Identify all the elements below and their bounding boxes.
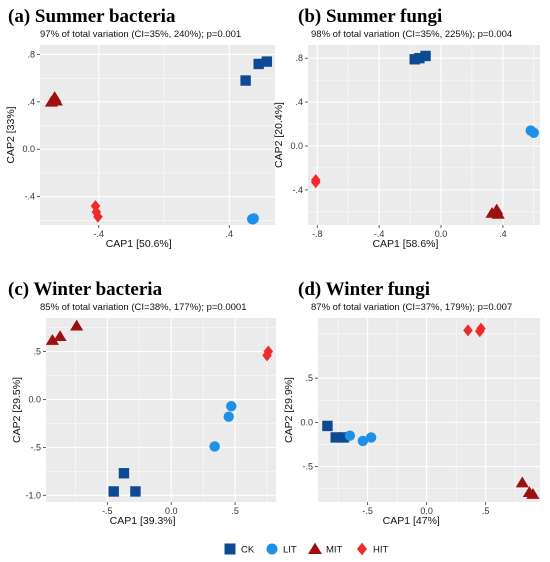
point-lit	[247, 214, 259, 225]
legend-marker-mit	[308, 542, 322, 555]
point-ck	[240, 75, 251, 86]
panel-subtitle: 97% of total variation (CI=35%, 240%); p…	[40, 29, 241, 40]
legend-label-ck: CK	[241, 545, 255, 556]
point-hit	[463, 324, 473, 337]
x-tick-label: -.4	[93, 229, 104, 239]
legend: CK LIT MIT HIT	[224, 542, 389, 556]
point-ck	[261, 56, 273, 67]
y-tick-label: .8	[295, 53, 303, 63]
point-mit	[526, 488, 540, 499]
y-tick-label: -.5	[30, 442, 41, 452]
legend-label-lit: LIT	[283, 545, 297, 556]
point-mit	[491, 208, 505, 219]
point-hit	[476, 322, 486, 335]
y-axis-label: CAP2 [33%]	[5, 106, 17, 163]
point-lit	[365, 432, 377, 443]
panel-subtitle: 85% of total variation (CI=38%, 177%); p…	[40, 302, 247, 313]
panel-title: (c) Winter bacteria	[8, 279, 163, 300]
point-lit	[344, 430, 356, 441]
point-lit	[357, 435, 369, 447]
point-ck	[322, 420, 333, 432]
y-tick-label: .4	[27, 97, 35, 107]
x-tick-label: .4	[499, 229, 507, 239]
point-mit	[49, 94, 63, 106]
point-hit	[263, 345, 274, 358]
y-tick-label: 0.0	[22, 144, 35, 154]
panel-2: (b) Summer fungi 98% of total variation (…	[273, 6, 540, 250]
x-tick-label: 0.0	[435, 229, 448, 239]
legend-marker-hit	[356, 542, 368, 556]
panel-subtitle: 98% of total variation (CI=35%, 225%); p…	[311, 29, 512, 40]
point-lit	[223, 411, 234, 422]
legend-label-mit: MIT	[326, 545, 343, 556]
point-ck	[253, 58, 264, 70]
point-mit	[515, 476, 529, 488]
panel-title: (b) Summer fungi	[298, 6, 442, 27]
y-tick-label: .8	[27, 49, 35, 59]
x-tick-label: .5	[482, 506, 490, 516]
x-tick-label: .4	[226, 229, 234, 239]
x-axis-label: CAP1 [50.6%]	[106, 238, 172, 250]
y-tick-label: -.5	[302, 462, 313, 472]
point-ck	[330, 432, 341, 443]
y-axis-label: CAP2 [20.4%]	[273, 102, 285, 168]
x-tick-label: -.5	[102, 506, 113, 516]
x-tick-label: -.4	[374, 229, 385, 239]
y-tick-label: .4	[295, 97, 303, 107]
panel-1: (a) Summer bacteria 97% of total variatio…	[5, 6, 275, 250]
y-tick-label: .5	[33, 347, 41, 357]
point-ck	[338, 432, 350, 443]
point-mit	[53, 330, 67, 341]
legend-label-hit: HIT	[373, 545, 389, 556]
x-tick-label: 0.0	[420, 506, 433, 516]
point-hit	[310, 176, 321, 189]
point-hit	[93, 210, 103, 223]
panel-title: (d) Winter fungi	[298, 279, 430, 300]
y-tick-label: 0.0	[28, 394, 41, 404]
panel-4: (d) Winter fungi 87% of total variation (…	[283, 279, 540, 527]
y-tick-label: -.4	[24, 192, 35, 202]
point-mit	[45, 334, 59, 345]
y-tick-label: -.4	[292, 185, 303, 195]
x-tick-label: -.8	[312, 229, 323, 239]
plot-area	[318, 318, 540, 502]
point-ck	[414, 52, 425, 64]
y-axis-label: CAP2 [29.5%]	[11, 377, 23, 443]
plot-area	[308, 45, 540, 225]
panel-title: (a) Summer bacteria	[8, 6, 176, 27]
y-tick-label: .5	[305, 373, 313, 383]
plot-area	[40, 45, 275, 225]
x-tick-label: .5	[231, 506, 239, 516]
point-ck	[108, 486, 119, 497]
y-tick-label: 0.0	[290, 141, 303, 151]
point-ck	[130, 486, 141, 497]
x-tick-label: 0.0	[165, 506, 178, 516]
x-axis-label: CAP1 [39.3%]	[110, 515, 176, 527]
y-tick-label: 0.0	[300, 417, 313, 427]
point-lit	[528, 127, 540, 139]
y-axis-label: CAP2 [29.9%]	[283, 377, 295, 443]
point-lit	[209, 441, 220, 452]
legend-marker-lit	[266, 543, 278, 555]
x-axis-label: CAP1 [47%]	[383, 515, 440, 527]
point-ck	[118, 468, 130, 479]
point-lit	[226, 400, 237, 412]
x-axis-label: CAP1 [58.6%]	[372, 238, 438, 250]
point-mit	[70, 319, 84, 331]
panel-subtitle: 87% of total variation (CI=37%, 179%); p…	[311, 302, 512, 313]
y-tick-label: -1.0	[25, 490, 41, 500]
x-tick-label: -.5	[362, 506, 373, 516]
plot-area	[46, 318, 276, 502]
panel-3: (c) Winter bacteria 85% of total variatio…	[8, 279, 276, 527]
legend-marker-ck	[224, 543, 236, 555]
point-ck	[420, 50, 431, 62]
